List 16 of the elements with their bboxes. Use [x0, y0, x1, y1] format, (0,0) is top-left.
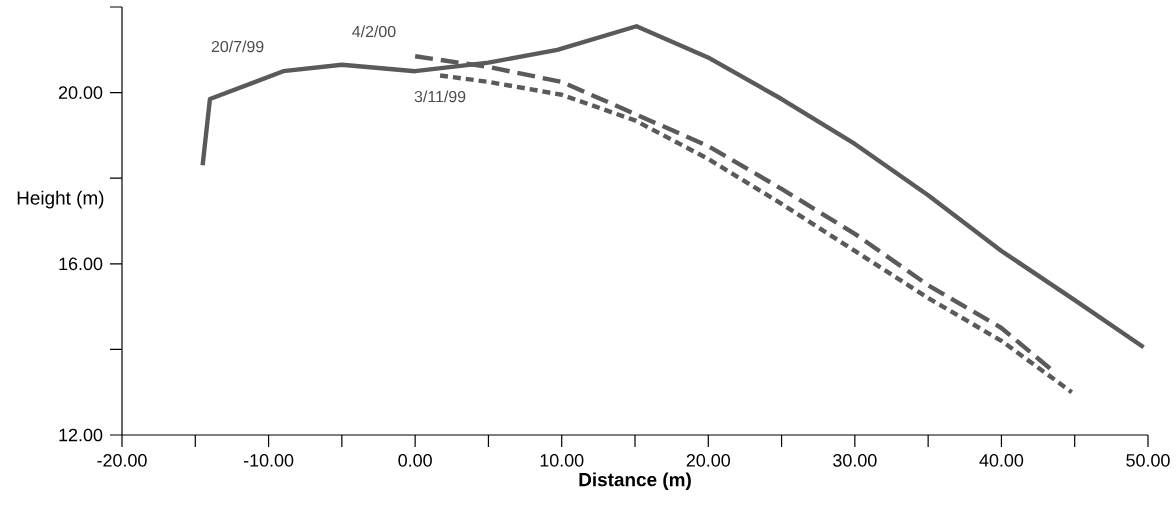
series-label: 20/7/99: [211, 40, 264, 53]
y-tick-label: 20.00: [58, 86, 103, 99]
x-tick-label: -10.00: [243, 454, 294, 467]
y-axis-title: Height (m): [17, 190, 104, 209]
x-tick-label: 40.00: [979, 454, 1024, 467]
x-tick-label: -20.00: [97, 454, 147, 467]
x-tick-label: 10.00: [540, 454, 584, 467]
series-label: 3/11/99: [414, 90, 466, 103]
y-tick-label: 12.00: [59, 428, 103, 442]
x-tick-label: 50.00: [1126, 454, 1170, 467]
y-tick-label: 16.00: [59, 257, 103, 271]
x-axis-title: Distance (m): [579, 472, 691, 491]
x-tick-label: 20.00: [686, 454, 731, 467]
x-tick-label: 30.00: [833, 454, 877, 467]
series-label: 4/2/00: [352, 25, 396, 38]
x-tick-label: 0.00: [398, 454, 432, 467]
